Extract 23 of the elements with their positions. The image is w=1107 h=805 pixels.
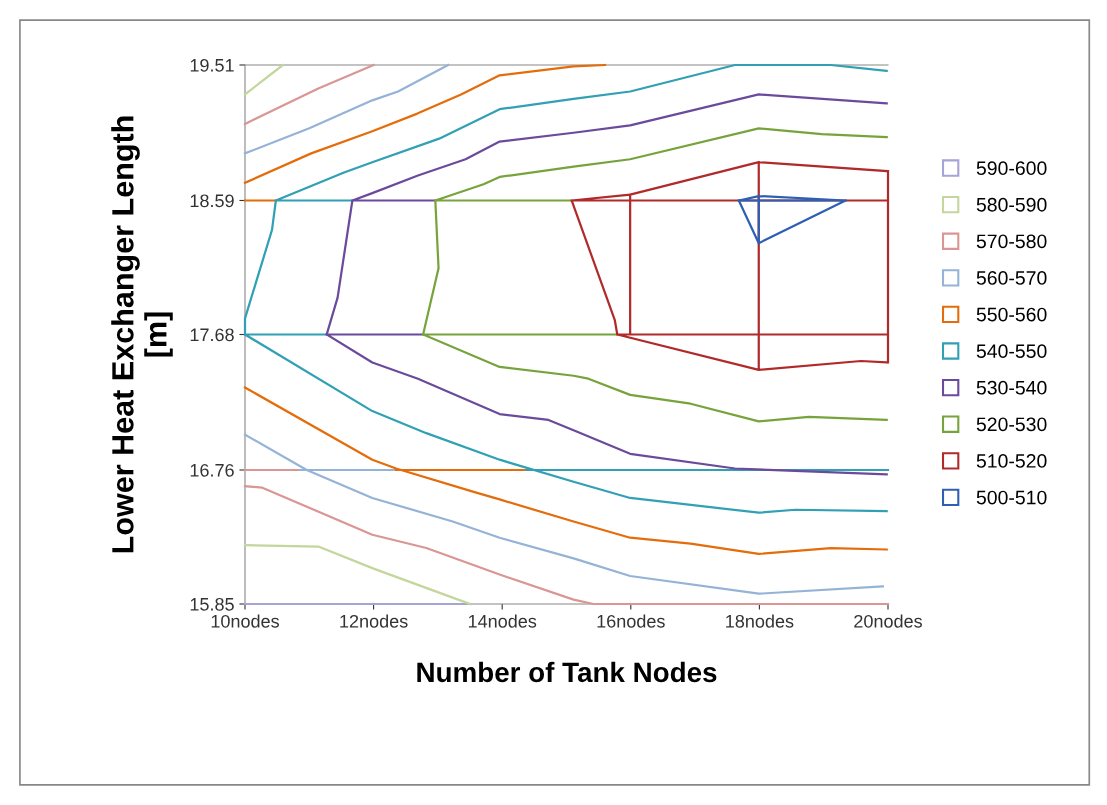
x-tick-label: 10nodes (211, 614, 279, 628)
x-axis-title: Number of Tank Nodes (417, 661, 717, 683)
y-axis-title: Lower Heat Exchanger Length [m] (111, 116, 173, 553)
legend-label: 580-590 (976, 197, 1047, 212)
legend-label: 560-570 (976, 271, 1047, 285)
y-tick-label: 15.85 (190, 597, 234, 611)
x-tick-label: 16nodes (597, 614, 665, 628)
x-tick-label: 14nodes (468, 614, 537, 628)
legend-label: 590-600 (976, 161, 1047, 176)
legend-label: 520-530 (976, 417, 1047, 432)
y-tick-label: 19.51 (190, 58, 234, 72)
legend-label: 500-510 (976, 490, 1047, 505)
x-tick-label: 12nodes (340, 614, 408, 628)
y-tick-label: 17.68 (190, 328, 234, 342)
legend-label: 510-520 (976, 454, 1047, 468)
y-tick-label: 18.59 (190, 194, 234, 208)
legend-label: 530-540 (976, 380, 1047, 395)
legend-label: 570-580 (976, 234, 1047, 249)
x-tick-label: 20nodes (854, 614, 922, 628)
x-tick-label: 18nodes (726, 614, 794, 628)
y-tick-label: 16.76 (190, 463, 234, 477)
legend-label: 540-550 (976, 344, 1047, 359)
legend-label: 550-560 (976, 307, 1047, 322)
